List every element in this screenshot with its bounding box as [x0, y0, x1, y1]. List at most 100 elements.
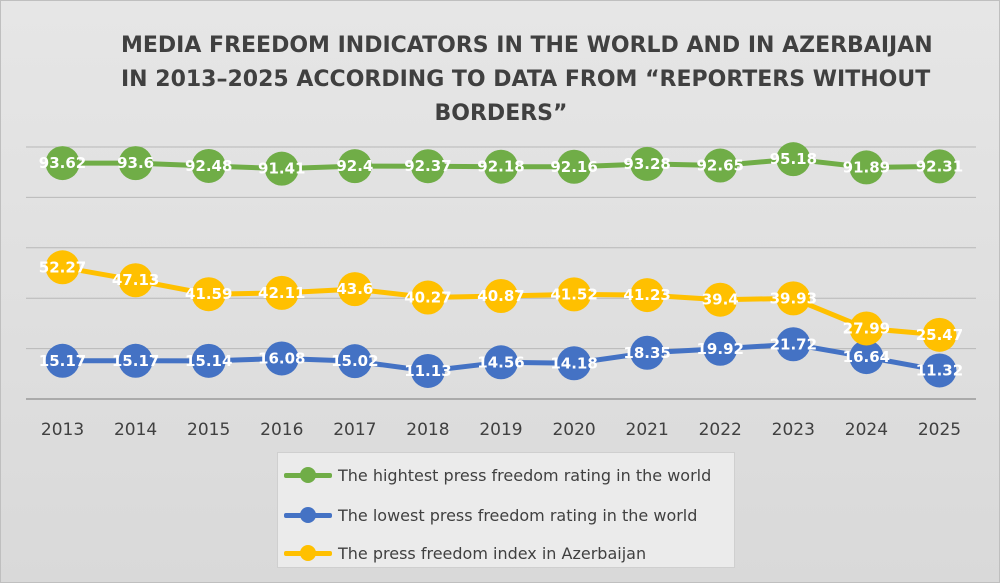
data-point [557, 149, 592, 184]
legend-swatch-highest [284, 465, 332, 485]
data-point [45, 343, 80, 378]
x-tick-label: 2021 [626, 420, 669, 440]
data-label: 92.18 [477, 158, 524, 176]
legend-item-highest: The hightest press freedom rating in the… [284, 463, 711, 487]
data-point [922, 317, 957, 352]
data-label: 25.47 [916, 326, 963, 344]
data-point [484, 345, 518, 380]
data-label: 93.28 [623, 155, 670, 173]
data-label: 92.65 [697, 157, 744, 175]
data-label: 92.31 [916, 157, 963, 175]
x-tick-label: 2025 [918, 420, 961, 440]
data-point [264, 275, 299, 310]
data-label: 91.41 [258, 160, 305, 178]
legend-label-lowest: The lowest press freedom rating in the w… [338, 505, 698, 525]
data-label: 39.4 [702, 291, 739, 309]
data-point [45, 146, 80, 181]
x-tick-label: 2015 [187, 420, 230, 440]
data-label: 14.56 [477, 353, 524, 371]
data-label: 41.52 [550, 285, 597, 303]
data-label: 21.72 [770, 335, 817, 353]
chart-title-line-2: IN 2013–2025 ACCORDING TO DATA FROM “REP… [121, 67, 931, 92]
data-point [776, 281, 811, 316]
data-point [337, 149, 372, 184]
data-point [264, 341, 299, 376]
data-label: 39.93 [770, 289, 817, 307]
data-point [557, 346, 592, 381]
data-point [922, 149, 957, 184]
data-point [337, 344, 372, 379]
x-tick-label: 2014 [114, 420, 157, 440]
x-tick-label: 2023 [772, 420, 815, 440]
data-point [557, 277, 592, 312]
data-label: 42.11 [258, 284, 305, 302]
data-label: 11.13 [404, 362, 451, 380]
data-point [410, 149, 445, 184]
data-point [703, 148, 738, 183]
data-label: 52.27 [39, 258, 86, 276]
data-point [776, 142, 811, 177]
data-label: 43.6 [336, 280, 373, 298]
x-tick-label: 2024 [845, 420, 888, 440]
chart-title: MEDIA FREEDOM INDICATORS IN THE WORLD AN… [121, 29, 933, 131]
data-point [849, 340, 884, 375]
data-label: 40.27 [404, 289, 451, 307]
data-point [264, 151, 299, 186]
data-point [849, 150, 884, 185]
x-tick-label: 2019 [479, 420, 522, 440]
data-point [191, 277, 226, 312]
legend-label-highest: The hightest press freedom rating in the… [338, 465, 712, 485]
data-label: 92.4 [336, 157, 373, 175]
data-label: 15.14 [185, 352, 232, 370]
data-label: 15.02 [331, 352, 378, 370]
data-point [484, 279, 518, 314]
data-label: 19.92 [697, 340, 744, 358]
x-tick-label: 2016 [260, 420, 303, 440]
data-point [410, 280, 445, 315]
data-label: 27.99 [843, 319, 890, 337]
data-label: 40.87 [477, 287, 524, 305]
data-label: 47.13 [112, 271, 159, 289]
data-point [703, 331, 738, 366]
legend-swatch-lowest [284, 505, 332, 525]
x-tick-label: 2013 [41, 420, 84, 440]
data-point [337, 272, 372, 307]
data-point [630, 146, 665, 181]
data-label: 16.08 [258, 349, 305, 367]
data-label: 91.89 [843, 158, 890, 176]
data-point [849, 311, 884, 346]
data-point [703, 282, 738, 317]
data-point [776, 327, 811, 362]
data-point [191, 148, 226, 183]
x-tick-label: 2022 [699, 420, 742, 440]
data-label: 41.59 [185, 285, 232, 303]
data-label: 15.17 [112, 352, 159, 370]
data-point [630, 278, 665, 313]
data-label: 41.23 [623, 286, 670, 304]
legend-item-azerbaijan: The press freedom index in Azerbaijan [284, 541, 646, 565]
data-label: 92.37 [404, 157, 451, 175]
data-point [118, 263, 153, 298]
data-label: 18.35 [623, 344, 670, 362]
legend-swatch-azerbaijan [284, 543, 332, 563]
data-point [922, 353, 957, 388]
chart-legend: The hightest press freedom rating in the… [277, 452, 735, 568]
data-point [410, 353, 445, 388]
data-label: 14.18 [550, 354, 597, 372]
legend-label-azerbaijan: The press freedom index in Azerbaijan [338, 543, 647, 563]
data-point [630, 335, 665, 370]
chart-title-line-3: BORDERS” [434, 101, 568, 126]
data-label: 95.18 [770, 150, 817, 168]
data-label: 92.16 [550, 158, 597, 176]
data-point [118, 343, 153, 378]
x-tick-label: 2020 [552, 420, 595, 440]
legend-marker-azerbaijan [300, 545, 316, 561]
data-label: 92.48 [185, 157, 232, 175]
data-label: 16.64 [843, 348, 890, 366]
data-point [45, 250, 80, 285]
data-point [191, 343, 226, 378]
legend-marker-highest [300, 467, 316, 483]
data-point [484, 149, 518, 184]
